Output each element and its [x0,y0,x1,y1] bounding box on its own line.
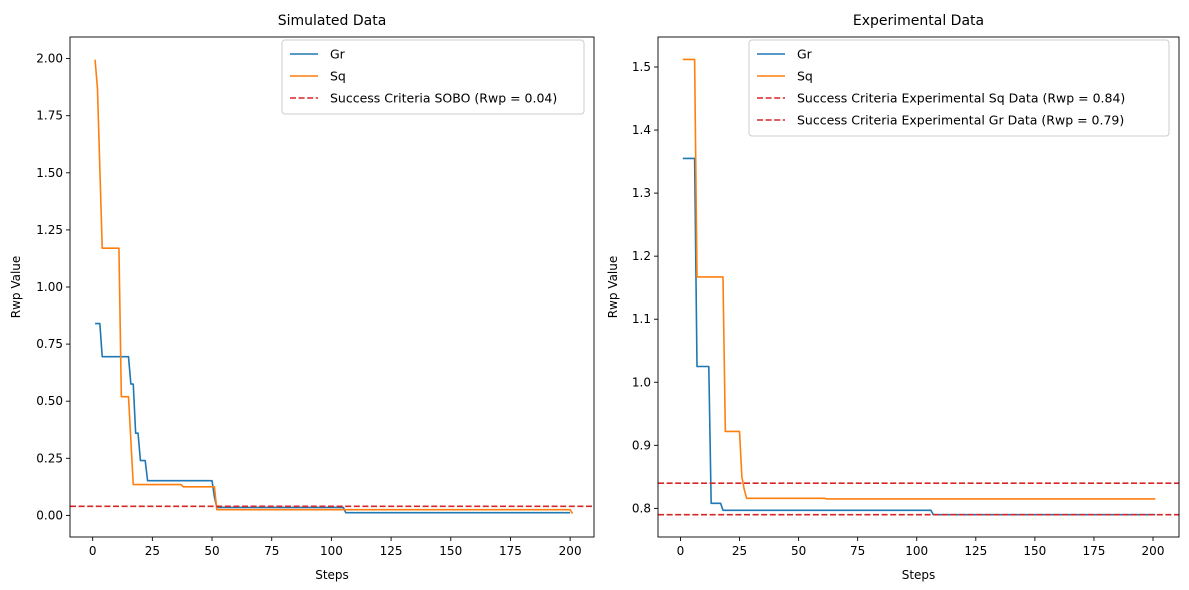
y-tick-label: 1.1 [632,312,651,326]
series-line-sq [94,59,574,515]
series-line-sq [682,58,1156,500]
y-axis-label: Rwp Value [606,256,620,319]
x-tick-label: 150 [1023,544,1046,558]
y-tick-label: 1.00 [36,280,63,294]
y-tick-label: 1.2 [632,249,651,263]
x-axis-label: Steps [315,568,349,582]
legend-label: Gr [797,47,813,62]
x-tick-label: 50 [204,544,219,558]
y-tick-label: 0.8 [632,501,651,515]
y-tick-label: 0.75 [36,337,63,351]
y-tick-label: 0.9 [632,438,651,452]
x-tick-label: 175 [499,544,522,558]
x-tick-label: 0 [677,544,685,558]
chart-panel-1: Simulated Data 0 25 50 75 100 125 150 175 200 0.00… [9,13,595,582]
legend-label: Sq [330,69,346,84]
chart-title: Simulated Data [278,13,387,29]
legend-label: Gr [330,47,346,62]
chart-title: Experimental Data [853,13,984,29]
x-tick-label: 25 [732,544,747,558]
x-tick-label: 150 [439,544,462,558]
x-axis-label: Steps [902,568,936,582]
plot-area [70,59,594,515]
legend-label: Sq [797,69,813,84]
y-tick-label: 1.3 [632,186,651,200]
x-tick-label: 75 [850,544,865,558]
y-tick-label: 0.50 [36,394,63,408]
legend-label: Success Criteria SOBO (Rwp = 0.04) [330,91,557,106]
x-tick-label: 75 [264,544,279,558]
legend-label: Success Criteria Experimental Gr Data (R… [797,113,1124,128]
legend: Gr Sq Success Criteria Experimental Sq Dat… [748,39,1170,137]
x-tick-label: 200 [559,544,582,558]
x-tick-label: 125 [380,544,403,558]
series-line-gr [682,157,1156,516]
x-tick-label: 50 [791,544,806,558]
x-tick-label: 100 [905,544,928,558]
legend-box [748,39,1170,137]
x-tick-label: 25 [145,544,160,558]
y-tick-label: 0.25 [36,451,63,465]
x-tick-label: 175 [1082,544,1105,558]
y-tick-label: 1.0 [632,375,651,389]
y-tick-label: 1.50 [36,166,63,180]
y-tick-label: 1.5 [632,60,651,74]
y-tick-label: 1.25 [36,223,63,237]
y-tick-label: 1.75 [36,109,63,123]
y-tick-label: 1.4 [632,123,651,137]
y-axis-label: Rwp Value [9,256,23,319]
axes-frame [657,36,1180,538]
x-tick-label: 0 [89,544,97,558]
chart-panel-2: Experimental Data 0 25 50 75 100 125 150 175 200 0… [606,13,1180,582]
legend-box [281,39,585,115]
x-tick-label: 125 [964,544,987,558]
x-tick-label: 200 [1142,544,1165,558]
legend-label: Success Criteria Experimental Sq Data (R… [797,91,1125,106]
y-tick-label: 0.00 [36,508,63,522]
series-line-gr [95,322,571,514]
y-tick-label: 2.00 [36,52,63,66]
x-tick-label: 100 [320,544,343,558]
legend: Gr Sq Success Criteria SOBO (Rwp = 0.04) [281,39,585,115]
plot-area [658,58,1179,516]
